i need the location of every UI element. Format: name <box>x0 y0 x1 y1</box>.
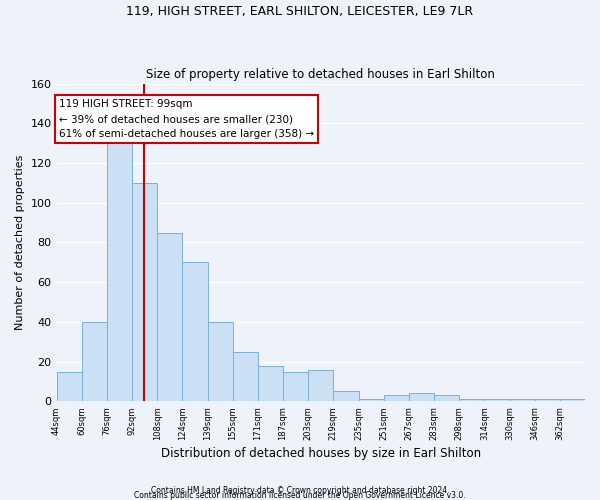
Bar <box>434 396 459 402</box>
Bar <box>509 400 535 402</box>
Bar <box>409 394 434 402</box>
Text: Contains HM Land Registry data © Crown copyright and database right 2024.: Contains HM Land Registry data © Crown c… <box>151 486 449 495</box>
Text: Contains public sector information licensed under the Open Government Licence v3: Contains public sector information licen… <box>134 491 466 500</box>
Bar <box>82 322 107 402</box>
Title: Size of property relative to detached houses in Earl Shilton: Size of property relative to detached ho… <box>146 68 495 81</box>
Bar <box>308 370 334 402</box>
Bar <box>56 372 82 402</box>
Bar <box>535 400 560 402</box>
Bar <box>484 400 509 402</box>
Bar <box>334 392 359 402</box>
Bar <box>182 262 208 402</box>
Bar <box>560 400 585 402</box>
Text: 119, HIGH STREET, EARL SHILTON, LEICESTER, LE9 7LR: 119, HIGH STREET, EARL SHILTON, LEICESTE… <box>127 5 473 18</box>
X-axis label: Distribution of detached houses by size in Earl Shilton: Distribution of detached houses by size … <box>161 447 481 460</box>
Bar <box>233 352 258 402</box>
Bar <box>283 372 308 402</box>
Bar <box>208 322 233 402</box>
Bar <box>258 366 283 402</box>
Bar <box>459 400 484 402</box>
Bar <box>359 400 383 402</box>
Bar <box>157 232 182 402</box>
Bar <box>107 143 132 402</box>
Y-axis label: Number of detached properties: Number of detached properties <box>15 155 25 330</box>
Bar <box>383 396 409 402</box>
Text: 119 HIGH STREET: 99sqm
← 39% of detached houses are smaller (230)
61% of semi-de: 119 HIGH STREET: 99sqm ← 39% of detached… <box>59 100 314 139</box>
Bar <box>132 183 157 402</box>
